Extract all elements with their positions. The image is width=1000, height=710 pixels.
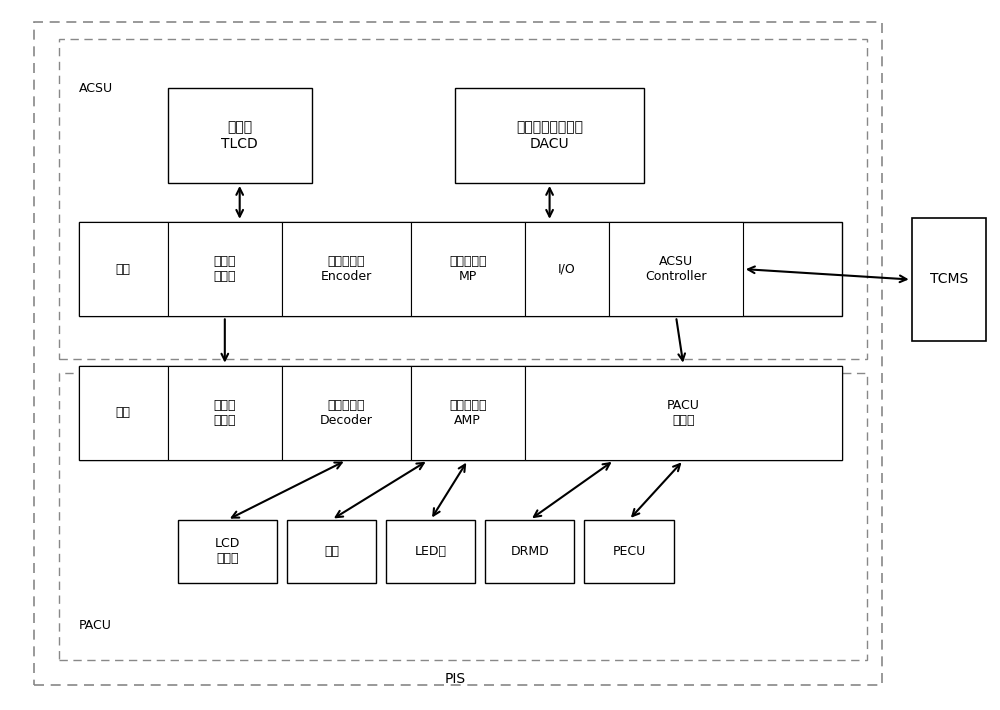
Bar — [287, 520, 376, 583]
Bar — [59, 373, 867, 660]
Text: ACSU: ACSU — [79, 82, 113, 95]
Text: 视频编码器
Encoder: 视频编码器 Encoder — [321, 255, 372, 283]
Text: I/O: I/O — [558, 263, 576, 275]
Text: LED屏: LED屏 — [415, 545, 447, 558]
Text: PACU
控制器: PACU 控制器 — [667, 399, 700, 427]
Text: 唷叭: 唷叭 — [324, 545, 339, 558]
Bar — [168, 88, 312, 183]
Bar — [386, 520, 475, 583]
Text: 电源: 电源 — [116, 406, 131, 420]
Bar — [584, 520, 674, 583]
Bar — [525, 366, 842, 460]
Text: PECU: PECU — [612, 545, 646, 558]
Bar — [34, 22, 882, 684]
Text: PACU: PACU — [79, 618, 111, 632]
Bar — [168, 222, 282, 317]
Bar — [411, 366, 525, 460]
Text: 以太网
交换机: 以太网 交换机 — [214, 399, 236, 427]
Bar — [455, 88, 644, 183]
Bar — [609, 222, 743, 317]
Text: 视频播放器
MP: 视频播放器 MP — [449, 255, 487, 283]
Text: 触摸屏
TLCD: 触摸屏 TLCD — [221, 121, 258, 151]
Text: PIS: PIS — [445, 672, 466, 686]
Bar — [411, 222, 525, 317]
Text: LCD
显示屏: LCD 显示屏 — [215, 537, 240, 565]
Bar — [59, 39, 867, 359]
Bar — [282, 366, 411, 460]
Bar — [168, 366, 282, 460]
Text: DRMD: DRMD — [510, 545, 549, 558]
Text: 功率放大器
AMP: 功率放大器 AMP — [449, 399, 487, 427]
Bar — [282, 222, 411, 317]
Bar — [79, 222, 842, 317]
Bar — [79, 222, 168, 317]
Text: 以太网
交换机: 以太网 交换机 — [214, 255, 236, 283]
Text: 视频解码器
Decoder: 视频解码器 Decoder — [320, 399, 373, 427]
Bar — [178, 520, 277, 583]
Bar — [79, 366, 842, 460]
Bar — [525, 222, 609, 317]
Bar — [79, 366, 168, 460]
Bar — [912, 218, 986, 341]
Text: TCMS: TCMS — [930, 272, 968, 286]
Bar — [485, 520, 574, 583]
Text: 司机广播控制单元
DACU: 司机广播控制单元 DACU — [516, 121, 583, 151]
Text: 电源: 电源 — [116, 263, 131, 275]
Text: ACSU
Controller: ACSU Controller — [645, 255, 707, 283]
